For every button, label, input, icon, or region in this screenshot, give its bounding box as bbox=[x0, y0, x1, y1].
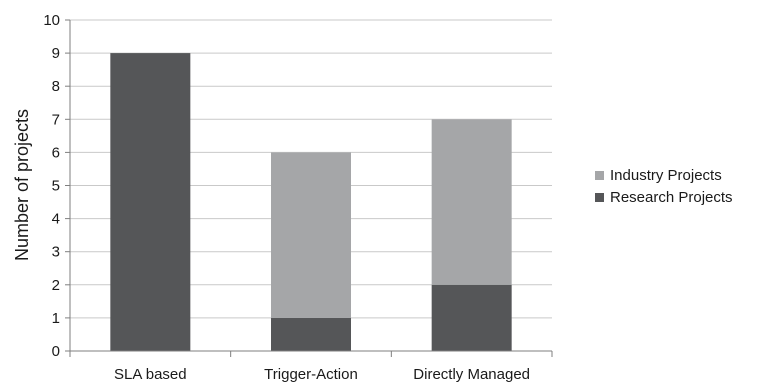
y-tick-label: 4 bbox=[52, 211, 60, 228]
y-tick-label: 8 bbox=[52, 78, 60, 95]
legend-label: Research Projects bbox=[610, 189, 733, 206]
y-tick-label: 9 bbox=[52, 45, 60, 62]
y-axis-title: Number of projects bbox=[12, 109, 32, 261]
legend-swatch bbox=[595, 171, 604, 180]
bars bbox=[110, 53, 512, 351]
bar-research-projects bbox=[431, 284, 512, 351]
y-tick-label: 6 bbox=[52, 144, 60, 161]
bar-industry-projects bbox=[271, 152, 351, 318]
y-tick-label: 1 bbox=[52, 310, 60, 327]
y-tick-label: 0 bbox=[52, 343, 60, 360]
legend-swatch bbox=[595, 193, 604, 202]
x-category-labels: SLA based Trigger-Action Directly Managed bbox=[114, 366, 530, 383]
bar-research-projects bbox=[271, 317, 351, 351]
legend: Industry Projects Research Projects bbox=[595, 167, 733, 206]
bar-industry-projects bbox=[431, 119, 512, 285]
y-tick-label: 2 bbox=[52, 277, 60, 294]
y-tick-label: 7 bbox=[52, 111, 60, 128]
legend-label: Industry Projects bbox=[610, 167, 722, 184]
y-tick-label: 3 bbox=[52, 244, 60, 261]
x-category-label: Trigger-Action bbox=[264, 366, 358, 383]
bar-research-projects bbox=[110, 53, 191, 351]
x-category-label: SLA based bbox=[114, 366, 187, 383]
y-tick-label: 5 bbox=[52, 178, 60, 195]
y-tick-labels: 0 1 2 3 4 5 6 7 8 9 10 bbox=[43, 12, 60, 360]
x-category-label: Directly Managed bbox=[413, 366, 530, 383]
y-tick-label: 10 bbox=[43, 12, 60, 29]
axes bbox=[65, 19, 553, 357]
